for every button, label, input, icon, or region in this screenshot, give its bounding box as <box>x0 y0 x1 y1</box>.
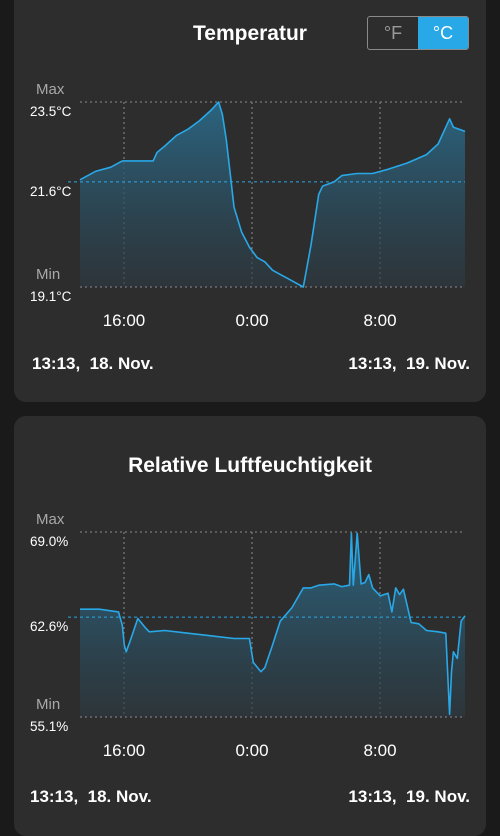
humidity-card: Relative Luftfeuchtigkeit Max69.0%Durchs… <box>14 416 486 836</box>
temp-avg-value: 21.6°C <box>30 184 72 199</box>
temp-x-tick: 8:00 <box>363 311 396 330</box>
hum-x-tick: 16:00 <box>103 741 146 760</box>
temperature-range-end: 13:13, 19. Nov. <box>348 354 470 373</box>
temperature-card: Temperatur °F °C Max23.5°CDurchschnitt21… <box>14 0 486 402</box>
hum-area <box>80 533 465 717</box>
fahrenheit-button[interactable]: °F <box>383 22 403 43</box>
temperature-range-start: 13:13, 18. Nov. <box>32 354 154 373</box>
humidity-range-start: 13:13, 18. Nov. <box>30 787 152 806</box>
temp-max-word: Max <box>36 81 65 98</box>
hum-max-value: 69.0% <box>30 534 68 549</box>
celsius-button[interactable]: °C <box>418 17 468 49</box>
temperature-title: Temperatur <box>193 22 307 45</box>
humidity-range-end: 13:13, 19. Nov. <box>348 787 470 806</box>
hum-max-word: Max <box>36 511 65 528</box>
temp-x-tick: 16:00 <box>103 311 146 330</box>
hum-x-tick: 8:00 <box>363 741 396 760</box>
temperature-chart[interactable]: Max23.5°CDurchschnitt21.6°CMin19.1°C16:0… <box>14 0 486 402</box>
temp-min-word: Min <box>36 266 60 283</box>
hum-avg-value: 62.6% <box>30 619 68 634</box>
humidity-title: Relative Luftfeuchtigkeit <box>128 454 372 477</box>
temp-x-tick: 0:00 <box>235 311 268 330</box>
unit-toggle[interactable]: °F °C <box>367 16 469 50</box>
temp-min-value: 19.1°C <box>30 289 72 304</box>
temp-series-line <box>79 101 466 288</box>
humidity-chart[interactable]: Max69.0%Durchschnitt62.6%Min55.1%16:000:… <box>14 416 486 836</box>
hum-min-value: 55.1% <box>30 719 68 734</box>
temp-max-value: 23.5°C <box>30 104 72 119</box>
hum-min-word: Min <box>36 696 60 713</box>
hum-x-tick: 0:00 <box>235 741 268 760</box>
hum-series-line <box>80 532 466 716</box>
temp-area <box>80 102 465 287</box>
